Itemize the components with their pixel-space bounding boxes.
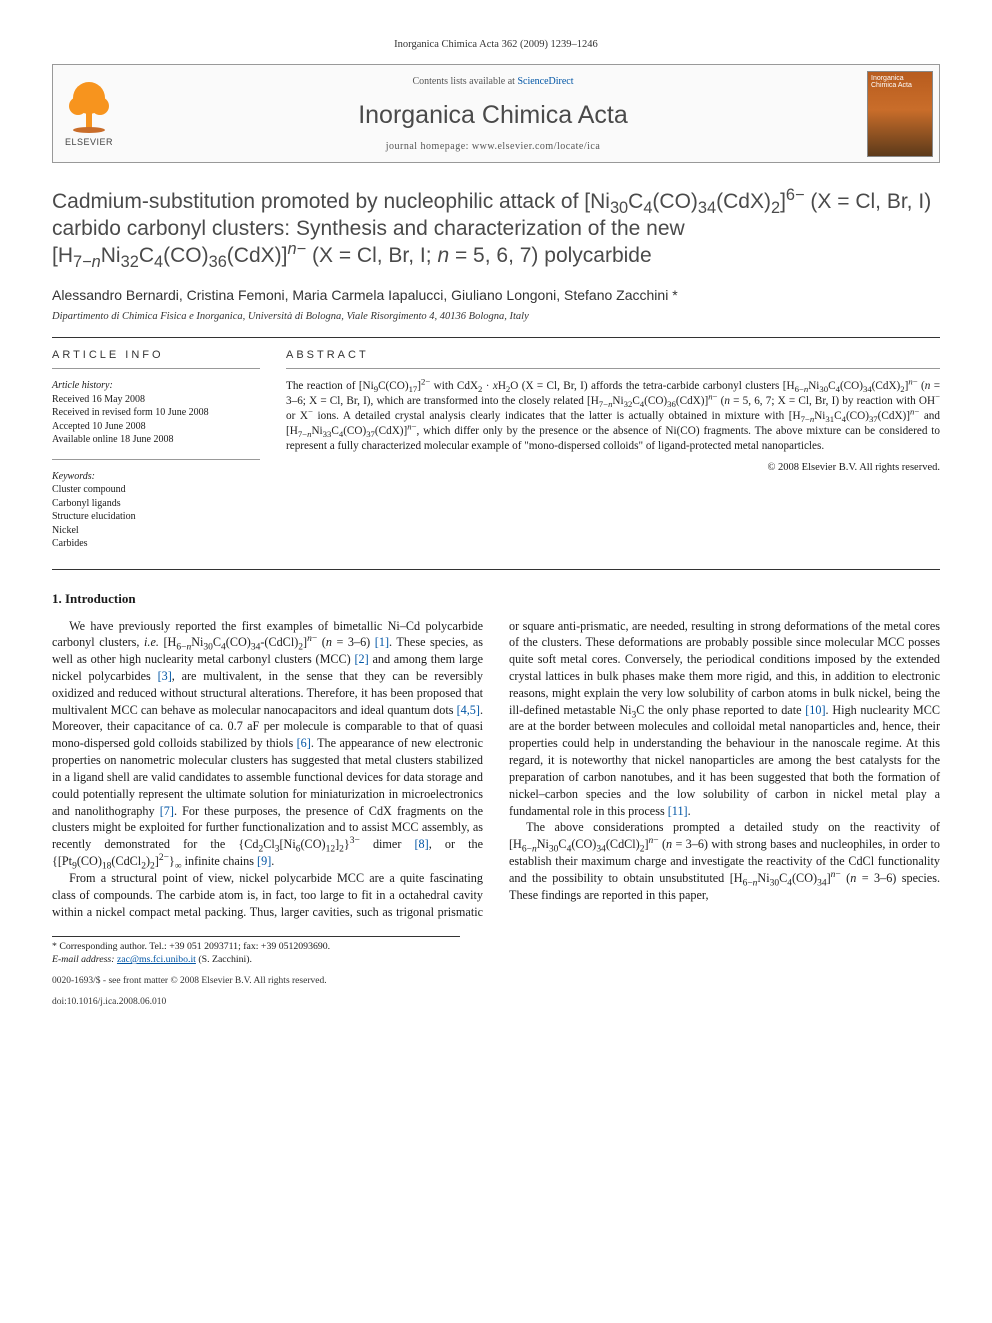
- history-received: Received 16 May 2008: [52, 393, 260, 407]
- cover-thumb-cell: Inorganica Chimica Acta: [861, 65, 939, 162]
- intro-para-1: We have previously reported the first ex…: [52, 618, 483, 870]
- keyword-item: Nickel: [52, 524, 260, 538]
- abstract-body: The reaction of [Ni9C(CO)17]2− with CdX2…: [286, 379, 940, 453]
- journal-name: Inorganica Chimica Acta: [133, 99, 853, 133]
- contents-available-line: Contents lists available at ScienceDirec…: [133, 75, 853, 89]
- divider-rule: [52, 337, 940, 338]
- abstract-copyright: © 2008 Elsevier B.V. All rights reserved…: [286, 461, 940, 475]
- abstract-head: ABSTRACT: [286, 348, 940, 363]
- keyword-item: Cluster compound: [52, 483, 260, 497]
- homepage-url[interactable]: www.elsevier.com/locate/ica: [472, 141, 600, 152]
- journal-homepage-line: journal homepage: www.elsevier.com/locat…: [133, 140, 853, 154]
- author-list: Alessandro Bernardi, Cristina Femoni, Ma…: [52, 286, 940, 305]
- keyword-item: Structure elucidation: [52, 510, 260, 524]
- journal-masthead: ELSEVIER Contents lists available at Sci…: [52, 64, 940, 163]
- keyword-item: Carbonyl ligands: [52, 497, 260, 511]
- keyword-item: Carbides: [52, 537, 260, 551]
- footnote-block: * Corresponding author. Tel.: +39 051 20…: [52, 936, 460, 966]
- history-online: Available online 18 June 2008: [52, 433, 260, 447]
- sciencedirect-link[interactable]: ScienceDirect: [517, 76, 573, 87]
- homepage-label: journal homepage:: [386, 141, 472, 152]
- history-head: Article history:: [52, 379, 260, 393]
- cover-title: Inorganica Chimica Acta: [871, 75, 929, 90]
- footer-doi: doi:10.1016/j.ica.2008.06.010: [52, 996, 940, 1009]
- publisher-logo-cell: ELSEVIER: [53, 65, 125, 162]
- email-label: E-mail address:: [52, 954, 117, 965]
- history-revised: Received in revised form 10 June 2008: [52, 406, 260, 420]
- abstract-block: ABSTRACT The reaction of [Ni9C(CO)17]2− …: [286, 348, 940, 551]
- abstract-rule: [286, 368, 940, 369]
- running-head: Inorganica Chimica Acta 362 (2009) 1239–…: [52, 38, 940, 52]
- publisher-name: ELSEVIER: [65, 136, 113, 148]
- intro-para-3: The above considerations prompted a deta…: [509, 819, 940, 903]
- contents-prefix: Contents lists available at: [412, 76, 517, 87]
- affiliation: Dipartimento di Chimica Fisica e Inorgan…: [52, 310, 940, 324]
- email-person: (S. Zacchini).: [196, 954, 252, 965]
- body-two-column: We have previously reported the first ex…: [52, 618, 940, 921]
- elsevier-logo: ELSEVIER: [64, 78, 114, 148]
- article-info-head: ARTICLE INFO: [52, 348, 260, 363]
- keywords-head: Keywords:: [52, 470, 260, 484]
- article-title: Cadmium-substitution promoted by nucleop…: [52, 189, 940, 270]
- history-accepted: Accepted 10 June 2008: [52, 420, 260, 434]
- info-rule: [52, 459, 260, 460]
- article-info-block: ARTICLE INFO Article history: Received 1…: [52, 348, 260, 551]
- journal-cover-thumbnail: Inorganica Chimica Acta: [867, 71, 933, 157]
- elsevier-tree-icon: [64, 78, 114, 134]
- email-line: E-mail address: zac@ms.fci.unibo.it (S. …: [52, 954, 460, 967]
- divider-rule: [52, 569, 940, 570]
- info-rule: [52, 368, 260, 369]
- section-1-head: 1. Introduction: [52, 590, 940, 608]
- author-email-link[interactable]: zac@ms.fci.unibo.it: [117, 954, 196, 965]
- corresponding-author: * Corresponding author. Tel.: +39 051 20…: [52, 941, 460, 954]
- footer-issn: 0020-1693/$ - see front matter © 2008 El…: [52, 975, 940, 988]
- masthead-center: Contents lists available at ScienceDirec…: [125, 65, 861, 162]
